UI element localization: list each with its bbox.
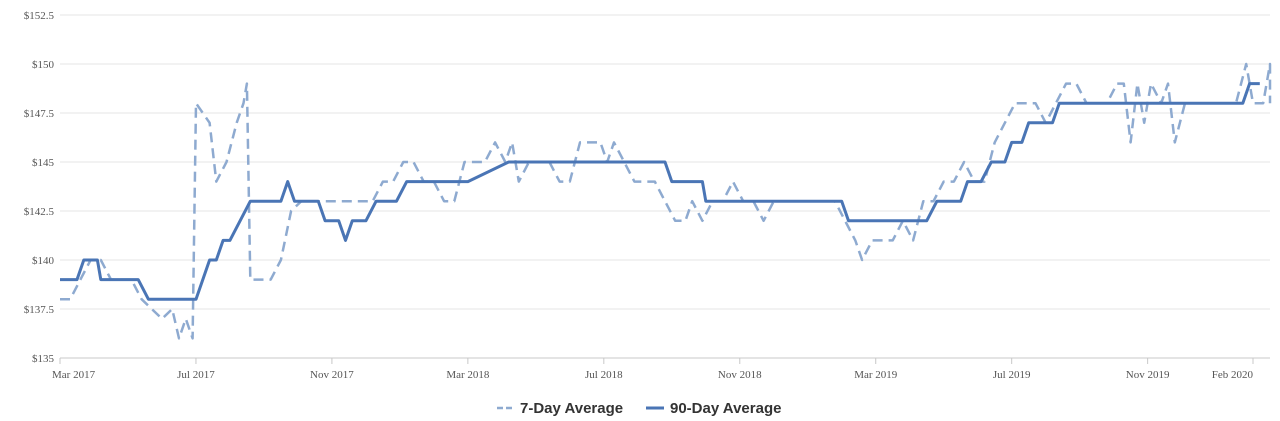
x-tick-label: Nov 2019 <box>1126 369 1170 381</box>
y-tick-label: $140 <box>32 255 55 267</box>
x-tick-label: Jul 2018 <box>585 369 623 381</box>
y-axis: $135 $137.5 $140 $142.5 $145 $147.5 $150 $152.5 <box>24 10 55 365</box>
y-tick-label: $135 <box>32 353 55 365</box>
x-tick-label: Nov 2018 <box>718 369 762 381</box>
legend: 7-Day Average 90-Day Average <box>497 400 781 417</box>
x-tick-label: Nov 2017 <box>310 369 354 381</box>
x-tick-label: Jul 2019 <box>993 369 1031 381</box>
y-tick-label: $142.5 <box>24 206 55 218</box>
legend-label-seven_day: 7-Day Average <box>520 400 623 417</box>
x-tick-label: Mar 2019 <box>854 369 898 381</box>
y-tick-label: $152.5 <box>24 10 55 22</box>
y-tick-label: $150 <box>32 59 55 71</box>
plot-area <box>60 62 1272 340</box>
y-tick-label: $137.5 <box>24 304 55 316</box>
x-tick-label: Mar 2018 <box>446 369 490 381</box>
x-axis: Mar 2017 Jul 2017 Nov 2017 Mar 2018 Jul 2018… <box>52 358 1254 381</box>
y-tick-label: $145 <box>32 157 55 169</box>
x-tick-label: Feb 2020 <box>1212 369 1254 381</box>
legend-label-ninety_day: 90-Day Average <box>670 400 781 417</box>
gridlines <box>60 14 1270 359</box>
y-tick-label: $147.5 <box>24 108 55 120</box>
series-line-seven_day <box>60 62 1272 340</box>
series-line-ninety_day <box>60 82 1260 301</box>
x-tick-label: Mar 2017 <box>52 369 96 381</box>
x-tick-label: Jul 2017 <box>177 369 215 381</box>
